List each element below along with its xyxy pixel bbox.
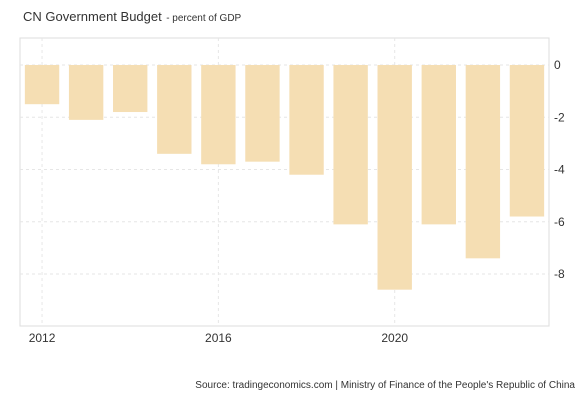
bars-layer (24, 65, 545, 290)
bar-2015 (157, 65, 192, 154)
chart-title-block: CN Government Budget - percent of GDP (23, 8, 241, 26)
bar-2017 (245, 65, 280, 162)
bar-2019 (333, 65, 368, 225)
bar-2022 (465, 65, 501, 259)
bar-2016 (201, 65, 236, 165)
source-note: Source: tradingeconomics.com | Ministry … (195, 380, 575, 391)
bar-2014 (113, 65, 148, 113)
y-tick-label: -4 (554, 163, 565, 177)
x-tick-label: 2016 (205, 331, 232, 345)
y-tick-label: 0 (554, 58, 561, 72)
y-tick-label: -2 (554, 110, 565, 124)
bar-2018 (289, 65, 324, 175)
bar-2013 (68, 65, 104, 120)
y-tick-label: -8 (554, 267, 565, 281)
plot-frame (19, 37, 550, 327)
x-tick-label: 2020 (381, 331, 408, 345)
grid-layer (19, 37, 550, 327)
y-tick-label: -6 (554, 215, 565, 229)
bar-2023 (509, 65, 545, 217)
tick-labels: 0 -2 -4 -6 -8 2012 2016 2020 (29, 58, 565, 345)
chart-subtitle: - percent of GDP (166, 13, 242, 24)
bar-2020 (377, 65, 412, 290)
chart-title: CN Government Budget (23, 9, 162, 24)
bar-2021 (421, 65, 456, 225)
x-tick-label: 2012 (29, 331, 56, 345)
bar-2012 (24, 65, 60, 105)
